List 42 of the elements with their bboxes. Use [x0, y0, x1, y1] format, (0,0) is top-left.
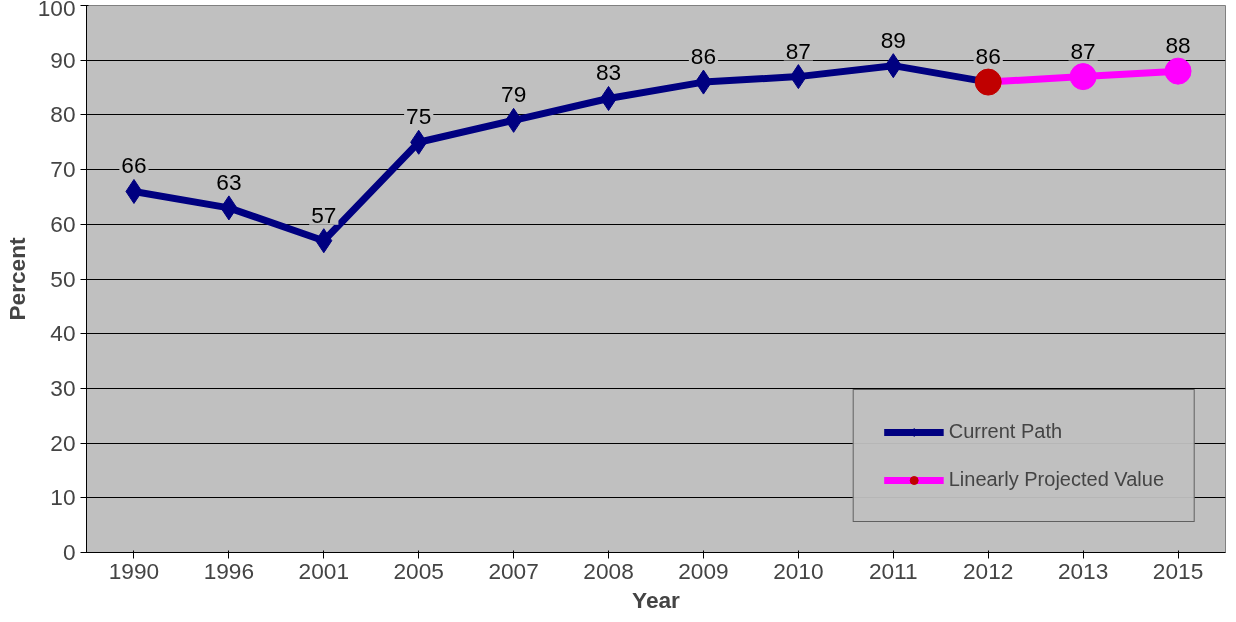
x-tick-label: 2008	[583, 557, 634, 584]
y-tick-label: 50	[50, 265, 76, 292]
x-tick-label: 2012	[963, 557, 1014, 584]
y-tick-label: 10	[50, 484, 76, 511]
point	[974, 68, 1002, 96]
point	[1069, 63, 1097, 91]
x-tick-label: 2001	[298, 557, 349, 584]
y-tick-label: 30	[50, 374, 76, 401]
x-tick-label: 2015	[1152, 557, 1204, 584]
x-tick-label: 2009	[678, 557, 729, 584]
data-label: 87	[1070, 37, 1096, 64]
x-tick-label: 2007	[488, 557, 539, 584]
x-axis-title: Year	[632, 586, 681, 613]
data-label: 79	[501, 81, 527, 108]
data-label: 86	[690, 43, 717, 70]
y-tick-label: 70	[50, 156, 76, 183]
y-tick-label: 40	[50, 320, 76, 347]
data-label: 63	[216, 168, 242, 195]
data-label: 87	[785, 37, 811, 64]
data-label: 86	[975, 43, 1001, 70]
legend-label: Current Path	[948, 420, 1063, 443]
data-label: 89	[880, 26, 906, 53]
data-label: 57	[311, 201, 337, 228]
y-tick-label: 60	[50, 210, 76, 237]
y-axis-title: Percent	[3, 236, 30, 321]
point	[1164, 57, 1192, 85]
legend-label: Linearly Projected Value	[948, 468, 1164, 491]
data-label: 88	[1165, 32, 1191, 59]
data-label: 66	[121, 152, 147, 179]
data-label: 83	[595, 59, 622, 86]
y-tick-label: 80	[50, 101, 76, 128]
x-tick-label: 2010	[773, 557, 824, 584]
x-tick-label: 2005	[393, 557, 444, 584]
y-tick-label: 0	[62, 539, 76, 565]
x-tick-label: 1996	[203, 557, 255, 584]
data-label: 75	[406, 103, 432, 130]
x-tick-label: 2011	[868, 557, 918, 584]
y-tick-label: 90	[50, 46, 76, 73]
x-tick-label: 1990	[108, 557, 160, 584]
x-tick-label: 2013	[1057, 557, 1109, 584]
y-tick-label: 100	[37, 0, 76, 21]
y-tick-label: 20	[50, 429, 76, 456]
